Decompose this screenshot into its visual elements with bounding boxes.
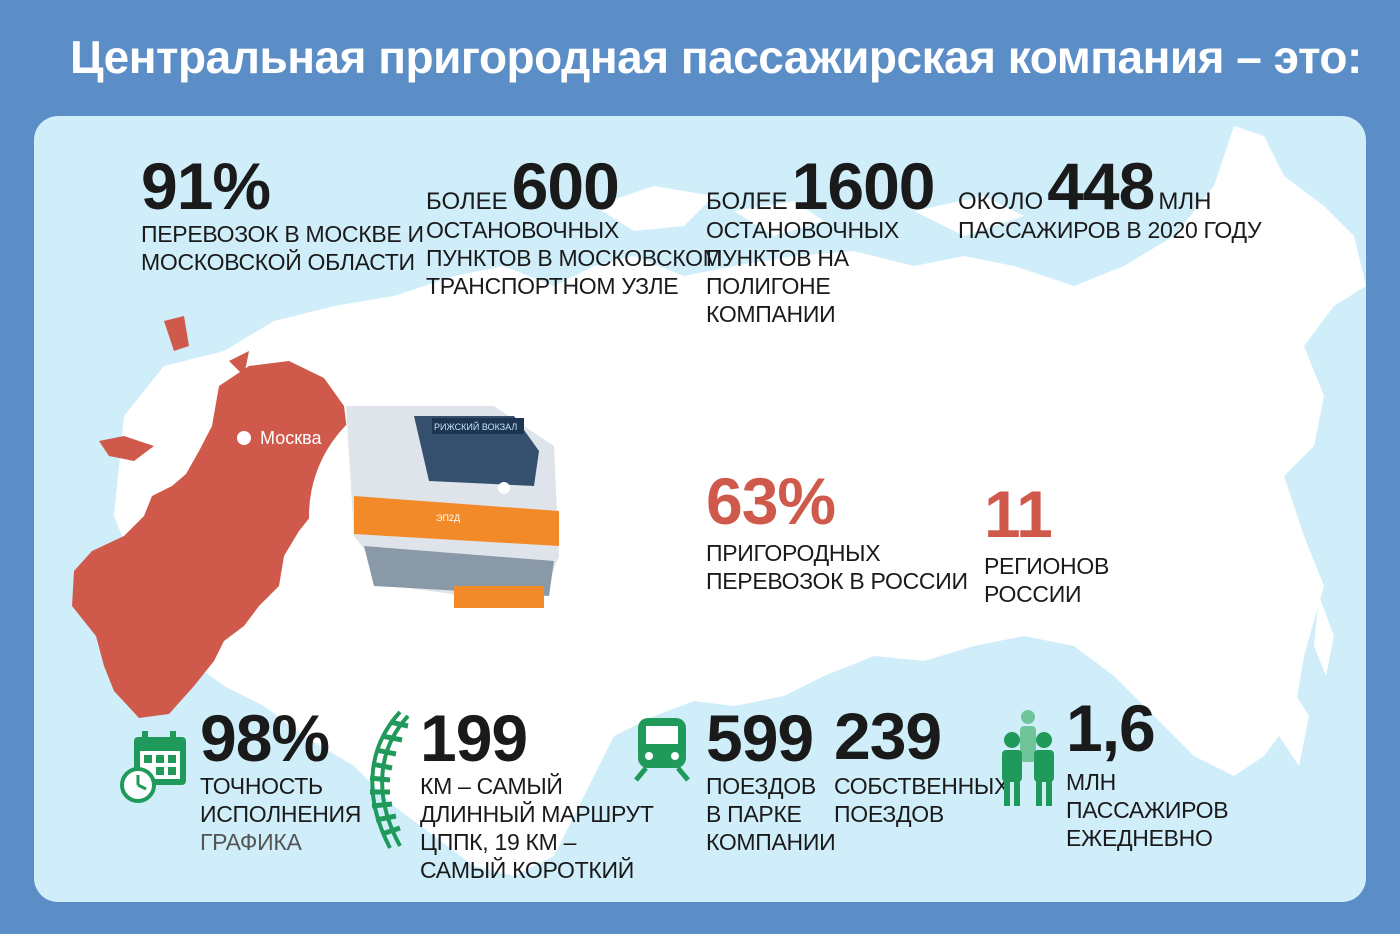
stat-448-prefix: ОКОЛО bbox=[958, 188, 1044, 215]
stat-63-desc-line: ПЕРЕВОЗОК В РОССИИ bbox=[706, 568, 968, 594]
train-illustration: РИЖСКИЙ ВОКЗАЛ ЭП2Д bbox=[346, 406, 559, 608]
stat-1-6-value: 1,6 bbox=[1066, 691, 1156, 765]
stat-599-desc-line: В ПАРКЕ bbox=[706, 801, 802, 827]
page-title: Центральная пригородная пассажирская ком… bbox=[70, 31, 1362, 83]
stat-600-desc-line: ОСТАНОВОЧНЫХ bbox=[426, 217, 619, 243]
stat-91: 91% ПЕРЕВОЗОК В МОСКВЕ И МОСКОВСКОЙ ОБЛА… bbox=[141, 149, 424, 276]
train-icon bbox=[634, 718, 690, 782]
stat-1-6: 1,6 МЛН ПАССАЖИРОВ ЕЖЕДНЕВНО bbox=[1066, 691, 1229, 852]
stat-63-value: 63% bbox=[706, 464, 836, 538]
russia-map-background: РИЖСКИЙ ВОКЗАЛ ЭП2Д bbox=[72, 126, 1366, 876]
stat-599-value: 599 bbox=[706, 701, 814, 775]
stat-91-desc-line: ПЕРЕВОЗОК В МОСКВЕ И bbox=[141, 221, 424, 247]
stat-239-desc-line: СОБСТВЕННЫХ bbox=[834, 773, 1010, 799]
stat-1-6-desc-line: ЕЖЕДНЕВНО bbox=[1066, 825, 1213, 851]
stat-239-desc-line: ПОЕЗДОВ bbox=[834, 801, 944, 827]
stat-1-6-desc-line: МЛН bbox=[1066, 769, 1116, 795]
stat-1600: БОЛЕЕ1600 ОСТАНОВОЧНЫХ ПУНКТОВ НА ПОЛИГО… bbox=[706, 153, 935, 328]
stat-1600-desc-line: ПОЛИГОНЕ bbox=[706, 273, 831, 299]
stat-448: ОКОЛО448 МЛН ПАССАЖИРОВ В 2020 ГОДУ bbox=[958, 153, 1262, 244]
infographic-panel: РИЖСКИЙ ВОКЗАЛ ЭП2Д Москва 91% ПЕРЕВОЗОК… bbox=[34, 116, 1366, 902]
stat-1600-desc-line: ПУНКТОВ НА bbox=[706, 245, 849, 271]
island-far-east bbox=[1279, 676, 1309, 766]
stat-11: 11 РЕГИОНОВ РОССИИ bbox=[984, 477, 1109, 608]
stat-599-desc-line: ПОЕЗДОВ bbox=[706, 773, 816, 799]
stat-1600-value: 1600 bbox=[791, 149, 936, 223]
stat-199-desc-line: ДЛИННЫЙ МАРШРУТ bbox=[420, 801, 654, 827]
stat-1600-desc-line: КОМПАНИИ bbox=[706, 301, 836, 327]
stat-448-suffix: МЛН bbox=[1158, 188, 1212, 215]
island-north-3 bbox=[914, 196, 1024, 236]
train-destination-sign: РИЖСКИЙ ВОКЗАЛ bbox=[434, 421, 517, 432]
stat-98-desc-line: ГРАФИКА bbox=[200, 829, 302, 855]
stat-98-desc-line: ИСПОЛНЕНИЯ bbox=[200, 801, 362, 827]
stat-239: 239 СОБСТВЕННЫХ ПОЕЗДОВ bbox=[834, 699, 1010, 828]
stat-11-desc-line: РОССИИ bbox=[984, 581, 1082, 607]
island-north-2 bbox=[734, 201, 824, 236]
stat-63: 63% ПРИГОРОДНЫХ ПЕРЕВОЗОК В РОССИИ bbox=[706, 464, 968, 595]
island-north-1 bbox=[594, 186, 714, 231]
stat-1-6-desc-line: ПАССАЖИРОВ bbox=[1066, 797, 1229, 823]
moscow-label: Москва bbox=[260, 428, 322, 448]
stat-98-value: 98% bbox=[200, 701, 330, 775]
stat-199-value: 199 bbox=[420, 701, 528, 775]
stat-1600-prefix: БОЛЕЕ bbox=[706, 188, 788, 215]
stat-1600-desc-line: ОСТАНОВОЧНЫХ bbox=[706, 217, 899, 243]
stat-600-desc-line: ПУНКТОВ В МОСКОВСКОМ bbox=[426, 245, 722, 271]
stat-98: 98% ТОЧНОСТЬ ИСПОЛНЕНИЯ ГРАФИКА bbox=[200, 701, 362, 856]
stat-600-prefix: БОЛЕЕ bbox=[426, 188, 508, 215]
stat-199-desc-line: САМЫЙ КОРОТКИЙ bbox=[420, 857, 634, 883]
railway-track-icon bbox=[369, 710, 410, 849]
stat-600-desc-line: ТРАНСПОРТНОМ УЗЛЕ bbox=[426, 273, 679, 299]
stat-448-value: 448 bbox=[1047, 149, 1155, 223]
stat-600: БОЛЕЕ600 ОСТАНОВОЧНЫХ ПУНКТОВ В МОСКОВСК… bbox=[426, 153, 722, 300]
stat-239-value: 239 bbox=[834, 699, 942, 773]
island-kuril bbox=[1314, 596, 1334, 676]
stat-199-desc-line: КМ – САМЫЙ bbox=[420, 773, 563, 799]
stat-199-desc-line: ЦППК, 19 КМ – bbox=[420, 829, 577, 855]
stat-600-value: 600 bbox=[511, 149, 620, 223]
stat-11-value: 11 bbox=[984, 477, 1053, 551]
people-icon bbox=[1002, 710, 1054, 806]
russia-silhouette bbox=[114, 126, 1366, 876]
stat-91-desc-line: МОСКОВСКОЙ ОБЛАСТИ bbox=[141, 249, 415, 275]
stat-91-value: 91% bbox=[141, 149, 271, 223]
company-region-shape bbox=[72, 316, 349, 718]
moscow-dot bbox=[237, 431, 251, 445]
stat-98-desc-line: ТОЧНОСТЬ bbox=[200, 773, 323, 799]
train-model-label: ЭП2Д bbox=[436, 513, 460, 523]
calendar-clock-icon bbox=[120, 731, 186, 803]
stat-448-desc-line: ПАССАЖИРОВ В 2020 ГОДУ bbox=[958, 217, 1262, 243]
stat-63-desc-line: ПРИГОРОДНЫХ bbox=[706, 540, 881, 566]
stat-199: 199 КМ – САМЫЙ ДЛИННЫЙ МАРШРУТ ЦППК, 19 … bbox=[420, 701, 654, 884]
stat-11-desc-line: РЕГИОНОВ bbox=[984, 553, 1109, 579]
stat-599: 599 ПОЕЗДОВ В ПАРКЕ КОМПАНИИ bbox=[706, 701, 836, 856]
stat-599-desc-line: КОМПАНИИ bbox=[706, 829, 836, 855]
